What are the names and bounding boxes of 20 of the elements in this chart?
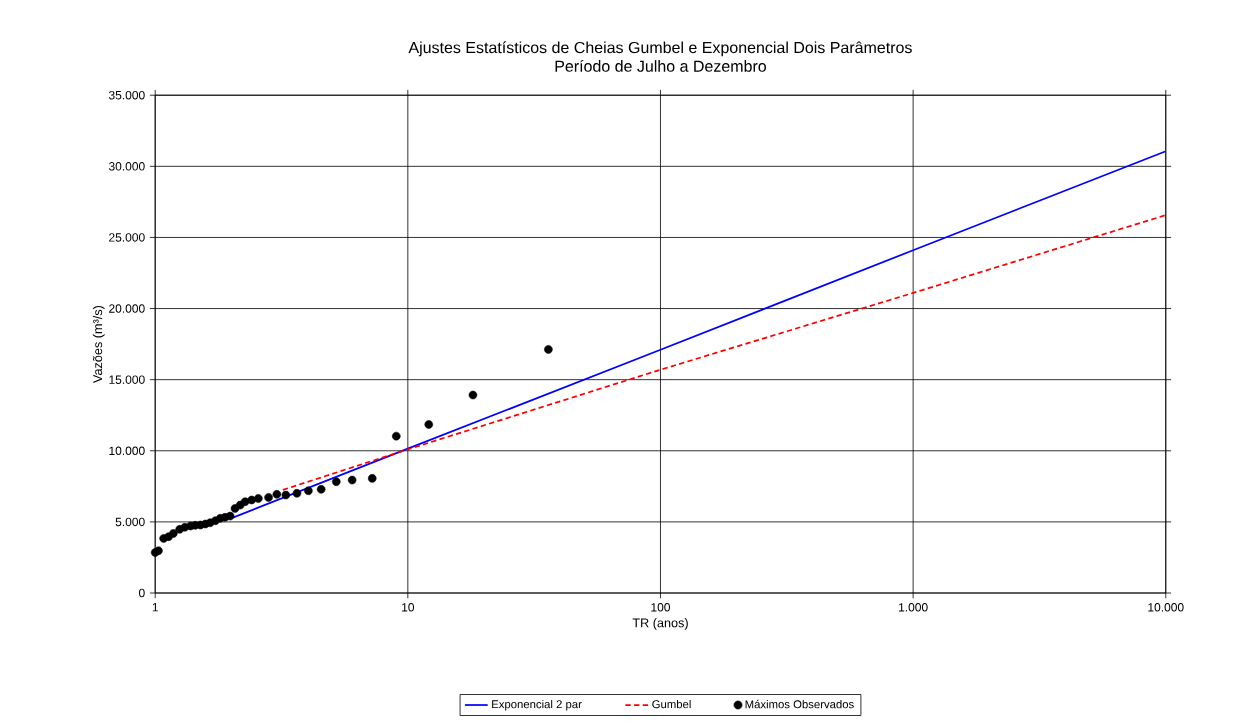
y-tick-label: 30.000	[108, 161, 145, 171]
x-tick-label: 10	[402, 602, 415, 612]
x-tick-label: 1	[152, 602, 158, 612]
legend-label: Exponencial 2 par	[492, 699, 582, 711]
y-tick-label: 25.000	[109, 233, 145, 242]
x-tick-label: 10.000	[1148, 602, 1184, 612]
legend-label: Gumbel	[652, 699, 691, 709]
x-tick-label: 1.000	[899, 602, 928, 612]
chart-subtitle: Período de Julho a Dezembro	[555, 59, 766, 72]
x-axis-title: TR (anos)	[632, 617, 688, 630]
x-tick-label: 100	[651, 602, 671, 612]
y-tick-label: 15.000	[109, 375, 145, 384]
y-tick-label: 0	[138, 588, 145, 598]
y-axis-title: Vazões (m³/s)	[92, 305, 105, 383]
y-tick-label: 35.000	[108, 90, 145, 100]
y-tick-label: 10.000	[109, 446, 145, 455]
y-tick-label: 20.000	[109, 304, 145, 313]
y-tick-label: 5.000	[115, 517, 145, 527]
legend-label: Máximos Observados	[745, 699, 854, 709]
chart-title: Ajustes Estatísticos de Cheias Gumbel e Exponencial Dois Parâmetros	[408, 41, 912, 57]
